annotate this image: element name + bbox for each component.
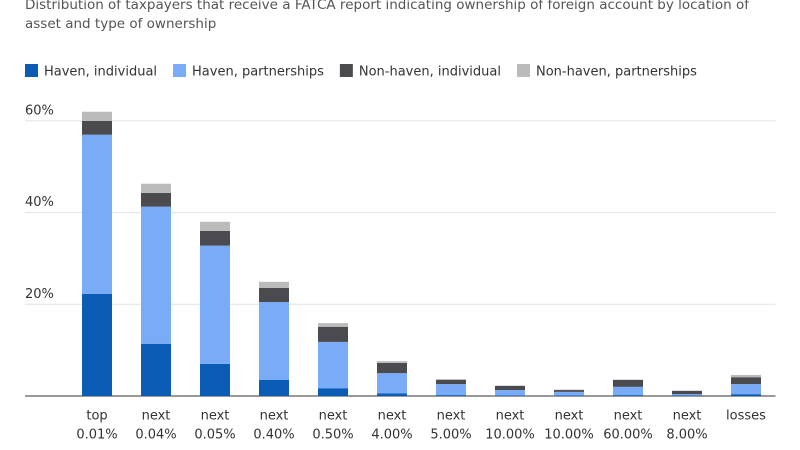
- x-tick-label: 10.00%: [485, 428, 535, 443]
- x-tick-label: 8.00%: [666, 428, 707, 443]
- x-tick-label: 5.00%: [430, 428, 471, 443]
- x-tick-label: next: [260, 409, 289, 424]
- bar-segment: [82, 293, 112, 396]
- bar-segment: [436, 379, 466, 385]
- bar-segment: [613, 395, 643, 396]
- bar-segment: [613, 379, 643, 387]
- bar-segment: [436, 379, 466, 380]
- bar-segment: [82, 134, 112, 294]
- bar-segment: [318, 388, 348, 396]
- legend-swatch: [173, 64, 187, 77]
- x-tick-label: losses: [726, 409, 766, 424]
- bar-segment: [731, 377, 761, 385]
- bar-segment: [141, 206, 171, 344]
- x-tick-label: next: [614, 409, 643, 424]
- bar-segment: [377, 393, 407, 396]
- bar-segment: [318, 323, 348, 327]
- legend-swatch: [25, 64, 38, 77]
- x-tick-label: 0.05%: [194, 428, 235, 443]
- x-tick-label: next: [555, 409, 584, 424]
- legend-label: Haven, partnerships: [192, 65, 324, 80]
- bar-segment: [613, 386, 643, 396]
- bar-segment: [141, 343, 171, 396]
- legend-label: Non-haven, partnerships: [536, 65, 697, 80]
- x-tick-label: next: [496, 409, 525, 424]
- x-tick-label: 0.04%: [135, 428, 176, 443]
- y-tick-label: 60%: [25, 103, 54, 118]
- x-tick-label: next: [437, 409, 466, 424]
- x-tick-label: next: [142, 409, 171, 424]
- bar-segment: [259, 379, 289, 396]
- bar-segment: [259, 302, 289, 380]
- x-tick-label: next: [201, 409, 230, 424]
- bar-segment: [200, 230, 230, 246]
- bar-segment: [436, 395, 466, 396]
- bar-segment: [259, 287, 289, 303]
- bar-segment: [377, 373, 407, 394]
- bar-segment: [672, 390, 702, 395]
- bar-segment: [377, 362, 407, 374]
- legend-label: Haven, individual: [44, 65, 157, 80]
- legend-swatch: [516, 64, 530, 77]
- bar-segment: [495, 385, 525, 391]
- y-tick-label: 20%: [25, 287, 54, 302]
- x-tick-label: 0.40%: [253, 428, 294, 443]
- bar-segment: [672, 394, 702, 396]
- x-tick-label: top: [86, 409, 107, 424]
- bar-segment: [731, 384, 761, 395]
- bar-segment: [141, 183, 171, 193]
- x-tick-label: next: [673, 409, 702, 424]
- bar-segment: [318, 341, 348, 389]
- bar-segment: [731, 394, 761, 396]
- x-tick-label: 0.50%: [312, 428, 353, 443]
- bar-segment: [200, 221, 230, 231]
- bar-segment: [731, 374, 761, 378]
- chart-title: Distribution of taxpayers that receive a…: [25, 0, 749, 32]
- legend-label: Non-haven, individual: [359, 65, 501, 80]
- legend-swatch: [339, 64, 353, 77]
- x-tick-label: 4.00%: [371, 428, 412, 443]
- bar-segment: [259, 281, 289, 288]
- y-tick-label: 40%: [25, 195, 54, 210]
- x-tick-label: 10.00%: [544, 428, 594, 443]
- x-tick-label: 60.00%: [603, 428, 653, 443]
- bar-segment: [436, 384, 466, 396]
- bar-segment: [554, 390, 584, 392]
- bar-segment: [377, 361, 407, 363]
- x-tick-label: next: [319, 409, 348, 424]
- bar-segment: [200, 363, 230, 396]
- bar-segment: [554, 391, 584, 396]
- bar-segment: [82, 120, 112, 135]
- bar-segment: [82, 111, 112, 121]
- bar-segment: [495, 390, 525, 396]
- x-tick-label: next: [378, 409, 407, 424]
- bar-segment: [318, 326, 348, 342]
- x-tick-label: 0.01%: [76, 428, 117, 443]
- bar-segment: [141, 192, 171, 207]
- bar-segment: [200, 245, 230, 364]
